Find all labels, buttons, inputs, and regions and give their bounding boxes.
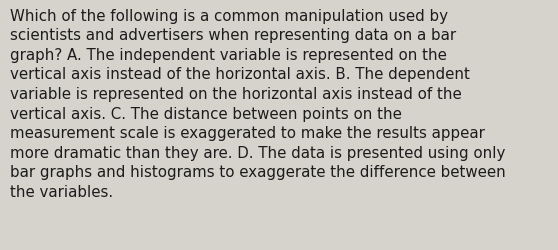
Text: Which of the following is a common manipulation used by
scientists and advertise: Which of the following is a common manip…	[10, 9, 506, 199]
